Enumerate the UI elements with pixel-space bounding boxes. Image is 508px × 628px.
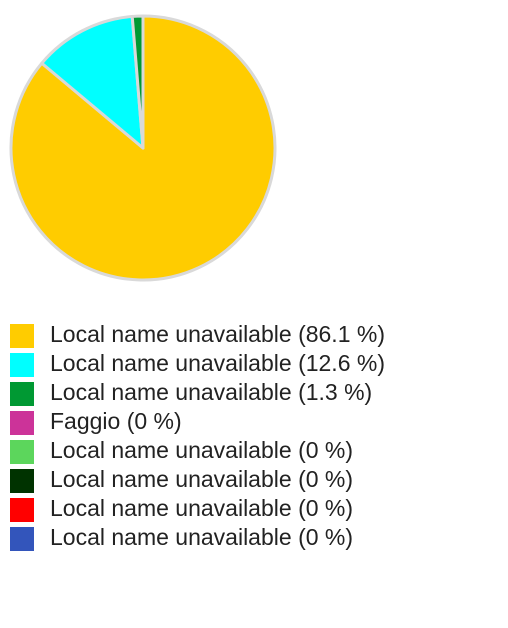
legend-swatch bbox=[10, 353, 34, 377]
pie-slice bbox=[40, 14, 145, 150]
legend-label: Local name unavailable (0 %) bbox=[50, 524, 353, 550]
legend-label: Local name unavailable (0 %) bbox=[50, 466, 353, 492]
legend-name: Local name unavailable bbox=[50, 350, 292, 376]
legend-value: (1.3 %) bbox=[298, 379, 372, 405]
legend-label: Local name unavailable (86.1 %) bbox=[50, 321, 385, 347]
legend-name: Faggio bbox=[50, 408, 120, 434]
legend-name: Local name unavailable bbox=[50, 437, 292, 463]
pie-slice bbox=[130, 14, 145, 150]
legend-value: (0 %) bbox=[298, 466, 353, 492]
legend-swatch bbox=[10, 411, 34, 435]
legend-value: (86.1 %) bbox=[298, 321, 385, 347]
legend-swatch bbox=[10, 382, 34, 406]
legend-swatch bbox=[10, 324, 34, 348]
legend-swatch bbox=[10, 469, 34, 493]
legend-label: Local name unavailable (12.6 %) bbox=[50, 350, 385, 376]
legend-swatch bbox=[10, 498, 34, 522]
legend-name: Local name unavailable bbox=[50, 379, 292, 405]
legend-value: (0 %) bbox=[298, 495, 353, 521]
legend-name: Local name unavailable bbox=[50, 466, 292, 492]
legend-swatch bbox=[10, 527, 34, 551]
legend-label: Local name unavailable (1.3 %) bbox=[50, 379, 372, 405]
legend-label: Local name unavailable (0 %) bbox=[50, 437, 353, 463]
legend-name: Local name unavailable bbox=[50, 495, 292, 521]
legend-value: (0 %) bbox=[298, 524, 353, 550]
legend-value: (0 %) bbox=[127, 408, 182, 434]
legend-value: (12.6 %) bbox=[298, 350, 385, 376]
legend-label: Faggio (0 %) bbox=[50, 408, 182, 434]
legend-label: Local name unavailable (0 %) bbox=[50, 495, 353, 521]
legend-swatch bbox=[10, 440, 34, 464]
legend-name: Local name unavailable bbox=[50, 524, 292, 550]
legend-name: Local name unavailable bbox=[50, 321, 292, 347]
legend-value: (0 %) bbox=[298, 437, 353, 463]
